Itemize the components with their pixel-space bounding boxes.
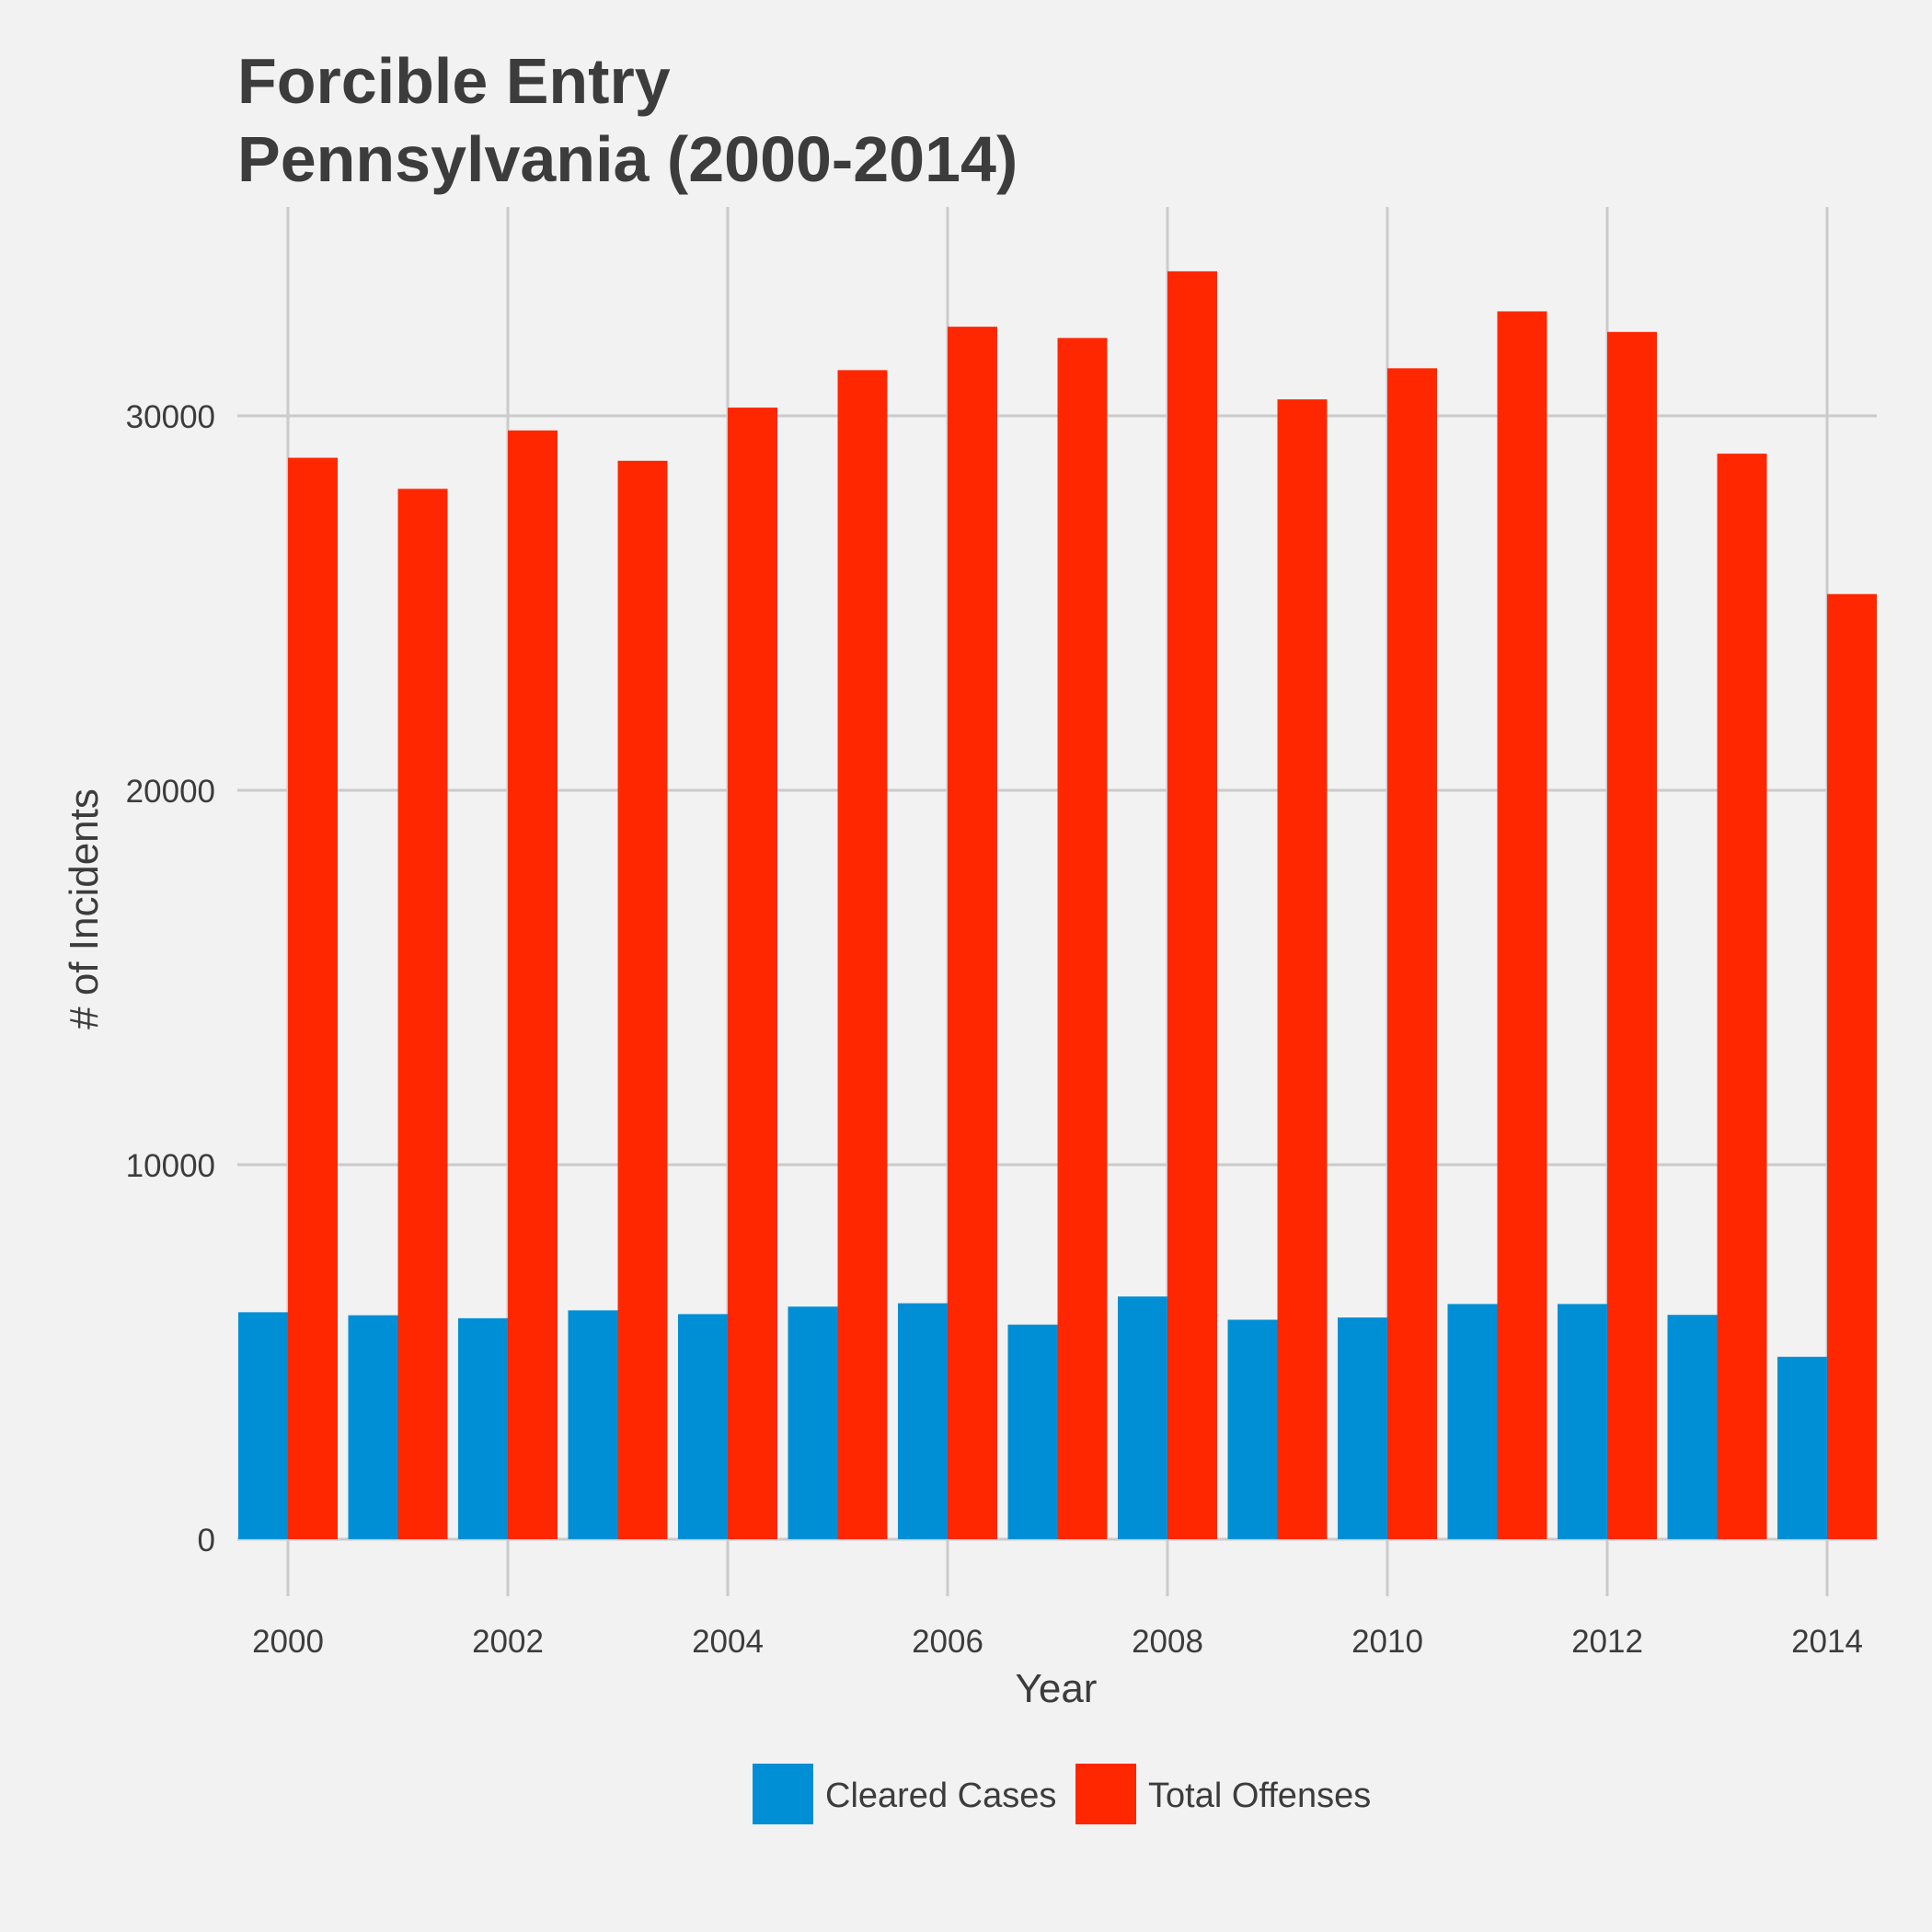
bar-total-offenses [1497,311,1547,1539]
bar-total-offenses [1607,331,1657,1539]
bar-cleared-cases [458,1317,508,1539]
bar-cleared-cases [568,1310,618,1539]
bar-total-offenses [948,327,997,1539]
bar-cleared-cases [1118,1296,1167,1539]
legend: Cleared Cases Total Offenses [753,1764,1371,1824]
bars [238,270,1877,1540]
x-tick-label: 2004 [692,1624,764,1660]
bar-cleared-cases [1777,1356,1827,1539]
bar-total-offenses [617,460,668,1540]
bar-total-offenses [1717,454,1767,1540]
legend-swatch [1075,1764,1136,1824]
x-tick-label: 2010 [1351,1624,1423,1660]
y-tick-label: 10000 [126,1148,215,1184]
bar-cleared-cases [1447,1304,1498,1539]
x-tick-label: 2002 [472,1624,544,1660]
bar-cleared-cases [1007,1324,1058,1539]
chart-title-line-1: Forcible Entry [237,45,671,117]
bar-cleared-cases [348,1315,398,1539]
bar-total-offenses [1827,593,1877,1540]
bar-cleared-cases [678,1314,728,1539]
bar-cleared-cases [788,1306,838,1539]
y-axis-label: # of Incidents [62,788,107,1029]
bar-cleared-cases [1667,1315,1718,1539]
bar-total-offenses [837,370,888,1540]
legend-label: Cleared Cases [825,1777,1056,1815]
bar-cleared-cases [898,1303,948,1539]
bar-cleared-cases [238,1312,288,1539]
chart-title: Forcible Entry Pennsylvania (2000-2014) [237,45,1018,195]
y-tick-label: 20000 [126,774,215,810]
legend-label: Total Offenses [1148,1777,1371,1815]
bar-cleared-cases [1227,1319,1278,1539]
bar-total-offenses [1057,338,1108,1539]
bar-total-offenses [1387,368,1437,1539]
bar-total-offenses [508,430,558,1539]
x-tick-label: 2006 [912,1624,983,1660]
bar-total-offenses [1277,399,1328,1539]
bar-total-offenses [728,408,777,1539]
y-tick-labels: 0 10000 20000 30000 [126,399,215,1558]
bar-total-offenses [288,457,338,1540]
x-tick-labels: 2000 2002 2004 2006 2008 2010 2012 2014 [252,1624,1863,1660]
x-tick-label: 2008 [1132,1624,1203,1660]
y-tick-label: 0 [198,1523,215,1558]
x-tick-label: 2012 [1571,1624,1643,1660]
legend-swatch [753,1764,813,1824]
bar-total-offenses [1167,270,1217,1540]
x-tick-label: 2000 [252,1624,324,1660]
chart-title-line-2: Pennsylvania (2000-2014) [237,123,1018,195]
y-tick-label: 30000 [126,399,215,435]
x-axis-label: Year [1016,1666,1098,1711]
x-tick-label: 2014 [1791,1624,1863,1660]
bar-cleared-cases [1338,1317,1387,1539]
bar-cleared-cases [1558,1304,1607,1539]
bar-total-offenses [397,489,448,1539]
